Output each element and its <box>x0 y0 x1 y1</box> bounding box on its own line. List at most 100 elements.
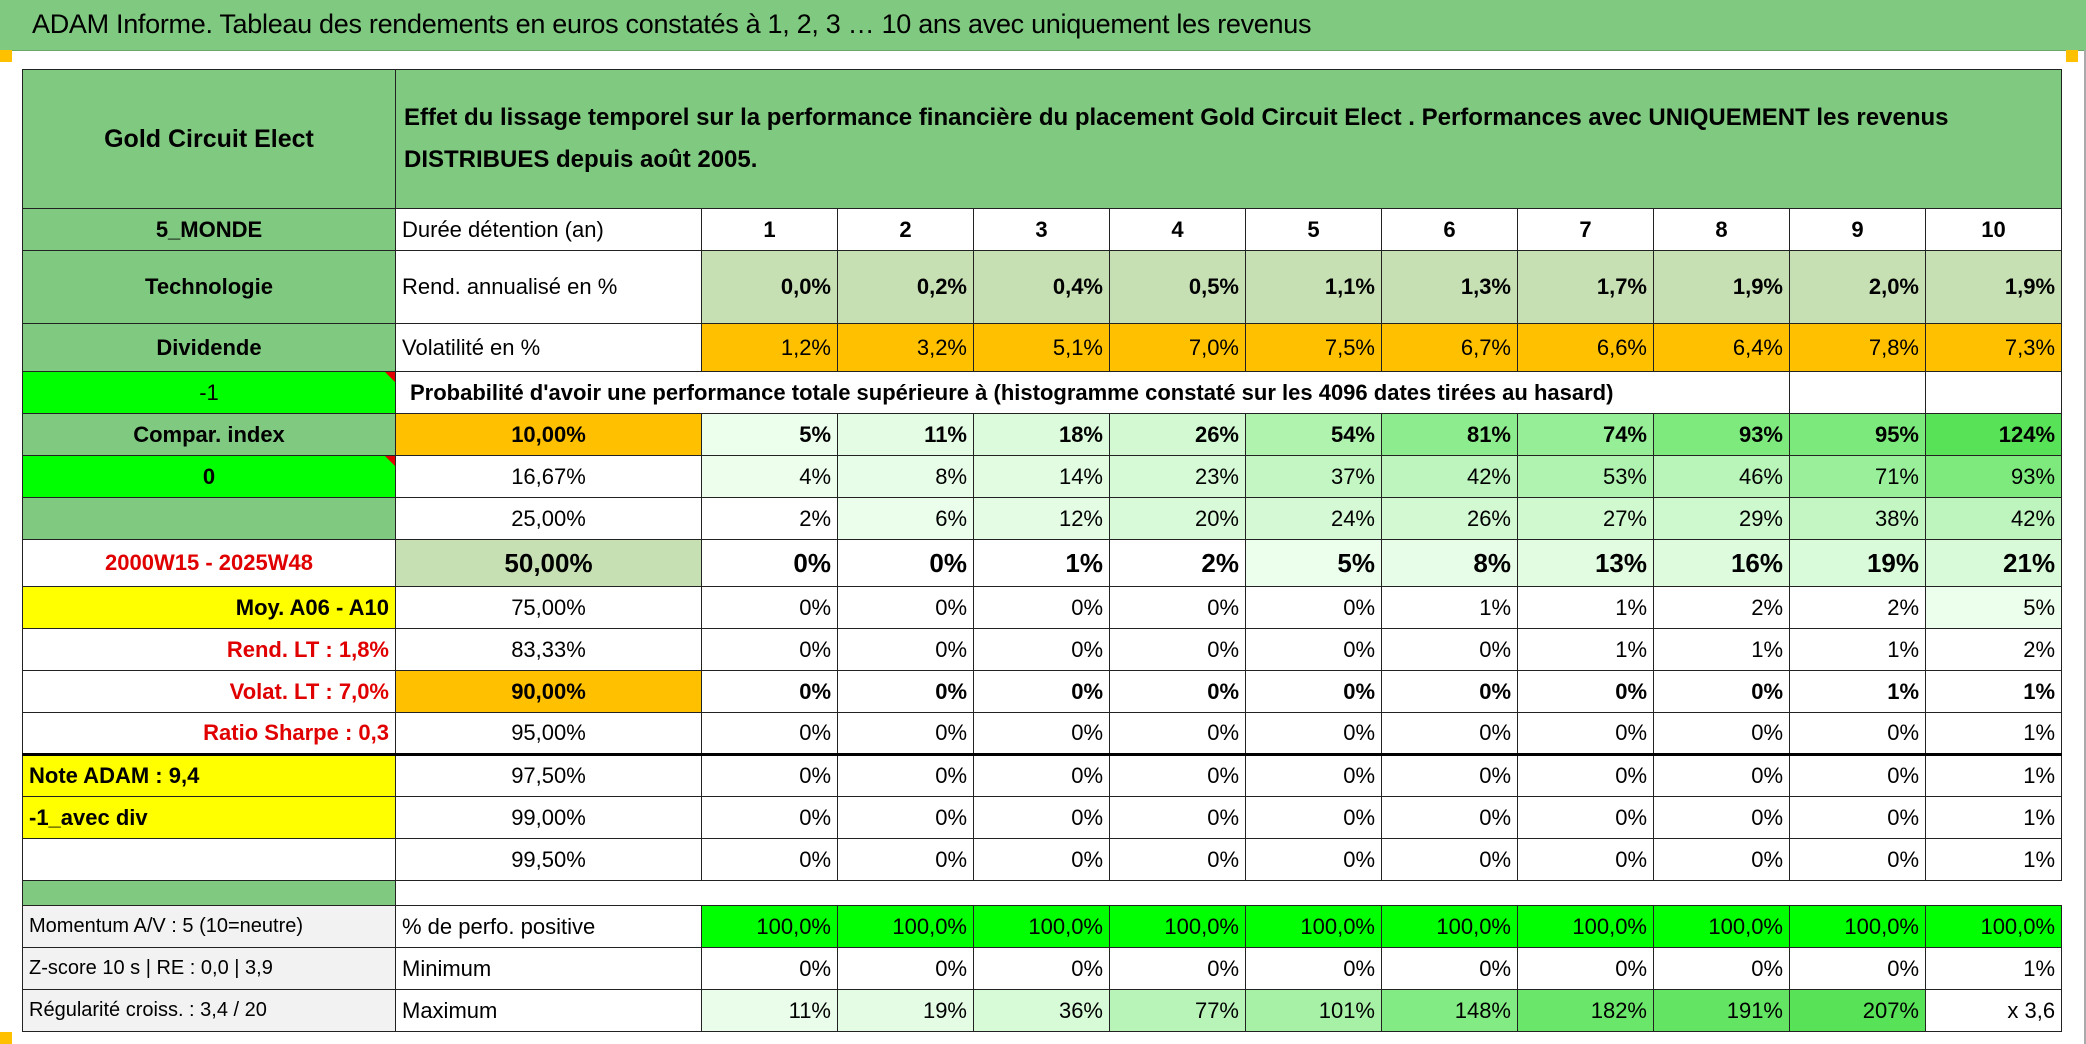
probability-value: 0% <box>973 753 1110 797</box>
probability-value: 29% <box>1653 497 1790 540</box>
probability-value: 1% <box>1924 796 2063 839</box>
probability-value: 1% <box>973 539 1110 587</box>
probability-value: 0% <box>973 628 1110 671</box>
probability-value: 0% <box>973 796 1110 839</box>
positive-value: 100,0% <box>1245 905 1382 948</box>
probability-row: Compar. index 10,00% 5% 11% 18% 26% 54% 81% 74% 9… <box>22 413 2063 456</box>
probability-value: 0% <box>1789 838 1926 881</box>
positive-value: 100,0% <box>973 905 1110 948</box>
probability-value: 54% <box>1245 413 1382 456</box>
probability-value: 5% <box>1245 539 1382 587</box>
corner-marker <box>0 1032 12 1044</box>
positive-value: 100,0% <box>1381 905 1518 948</box>
probability-row: Rend. LT : 1,8% 83,33% 0% 0% 0% 0% 0% 0% 1% 1% 1% 2… <box>22 628 2063 671</box>
probability-value: 0% <box>973 712 1110 755</box>
volat-value: 6,7% <box>1381 323 1518 372</box>
maximum-value: 191% <box>1653 989 1790 1032</box>
minimum-row: Z-score 10 s | RE : 0,0 | 3,9 Minimum 0% 0%… <box>22 947 2063 990</box>
probability-value: 0% <box>973 586 1110 629</box>
minimum-value: 0% <box>701 947 838 990</box>
probability-value: 0% <box>701 628 838 671</box>
probability-value: 0% <box>837 712 974 755</box>
volat-lt-label: Volat. LT : 7,0% <box>22 670 396 713</box>
probability-value: 24% <box>1245 497 1382 540</box>
maximum-value: 36% <box>973 989 1110 1032</box>
probability-value: 0% <box>1789 712 1926 755</box>
threshold-value: 97,50% <box>395 753 702 797</box>
rend-lt-label: Rend. LT : 1,8% <box>22 628 396 671</box>
probability-value: 0% <box>1245 628 1382 671</box>
probability-value: 0% <box>701 796 838 839</box>
probability-value: 0% <box>701 670 838 713</box>
duration-header: 1 <box>701 208 838 251</box>
probability-value: 0% <box>701 753 838 797</box>
volat-value: 6,6% <box>1517 323 1654 372</box>
period-label: 2000W15 - 2025W48 <box>22 539 396 587</box>
probability-value: 1% <box>1381 586 1518 629</box>
threshold-value: 25,00% <box>395 497 702 540</box>
probability-value: 0% <box>701 712 838 755</box>
regularite-label: Régularité croiss. : 3,4 / 20 <box>22 989 396 1032</box>
probability-value: 26% <box>1381 497 1518 540</box>
probability-value: 0% <box>701 838 838 881</box>
frame-border <box>2084 50 2086 1044</box>
probability-value: 0% <box>1109 838 1246 881</box>
note-label: Note ADAM : 9,4 <box>22 753 396 797</box>
empty-cell <box>1789 371 1926 414</box>
probability-value: 0% <box>837 670 974 713</box>
probability-value: 19% <box>1789 539 1926 587</box>
probability-value: 0% <box>1517 670 1654 713</box>
probability-row: Volat. LT : 7,0% 90,00% 0% 0% 0% 0% 0% 0% 0% 0% 1%… <box>22 670 2063 713</box>
volat-value: 7,8% <box>1789 323 1926 372</box>
probability-value: 0% <box>1381 712 1518 755</box>
duration-header: 6 <box>1381 208 1518 251</box>
empty-green-cell <box>22 880 396 906</box>
positive-value: 100,0% <box>1924 905 2063 948</box>
rend-value: 0,5% <box>1109 250 1246 324</box>
probability-value: 74% <box>1517 413 1654 456</box>
duration-header: 7 <box>1517 208 1654 251</box>
probability-value: 16% <box>1653 539 1790 587</box>
positive-value: 100,0% <box>1789 905 1926 948</box>
threshold-value: 90,00% <box>395 670 702 713</box>
probability-value: 21% <box>1924 539 2063 587</box>
threshold-value: 99,50% <box>395 838 702 881</box>
probability-value: 20% <box>1109 497 1246 540</box>
sector-label: Technologie <box>22 250 396 324</box>
zscore-label: Z-score 10 s | RE : 0,0 | 3,9 <box>22 947 396 990</box>
probability-value: 0% <box>1653 796 1790 839</box>
probability-row: -1_avec div 99,00% 0% 0% 0% 0% 0% 0% 0% 0% 0% 1% <box>22 796 2063 839</box>
probability-value: 0% <box>1109 796 1246 839</box>
rend-value: 0,2% <box>837 250 974 324</box>
probability-value: 23% <box>1109 455 1246 498</box>
probability-value: 0% <box>1381 838 1518 881</box>
threshold-value: 95,00% <box>395 712 702 755</box>
probability-value: 0% <box>837 838 974 881</box>
minimum-value: 0% <box>1517 947 1654 990</box>
fund-name: Gold Circuit Elect <box>22 69 396 209</box>
maximum-value: 148% <box>1381 989 1518 1032</box>
probability-value: 0% <box>701 539 838 587</box>
probability-value: 1% <box>1789 670 1926 713</box>
rend-label: Rend. annualisé en % <box>395 250 702 324</box>
probability-value: 5% <box>1924 586 2063 629</box>
volat-value: 6,4% <box>1653 323 1790 372</box>
probability-value: 0% <box>837 796 974 839</box>
threshold-value: 10,00% <box>395 413 702 456</box>
probability-value: 8% <box>1381 539 1518 587</box>
probability-value: 1% <box>1924 753 2063 797</box>
volat-value: 7,5% <box>1245 323 1382 372</box>
probability-value: 2% <box>701 497 838 540</box>
probability-value: 0% <box>1109 670 1246 713</box>
minimum-value: 0% <box>837 947 974 990</box>
probability-row: 0 16,67% 4% 8% 14% 23% 37% 42% 53% 46% 71% 93% <box>22 455 2063 498</box>
rend-value: 1,1% <box>1245 250 1382 324</box>
minimum-value: 0% <box>1109 947 1246 990</box>
probability-value: 124% <box>1924 413 2063 456</box>
probability-value: 0% <box>1381 796 1518 839</box>
duration-header: 9 <box>1789 208 1926 251</box>
probability-value: 1% <box>1517 586 1654 629</box>
positive-label: % de perfo. positive <box>395 905 702 948</box>
empty-cell <box>1924 371 2063 414</box>
duration-row: 5_MONDE Durée détention (an) 1 2 3 4 5 6 7 8 9 10 <box>22 208 2063 251</box>
